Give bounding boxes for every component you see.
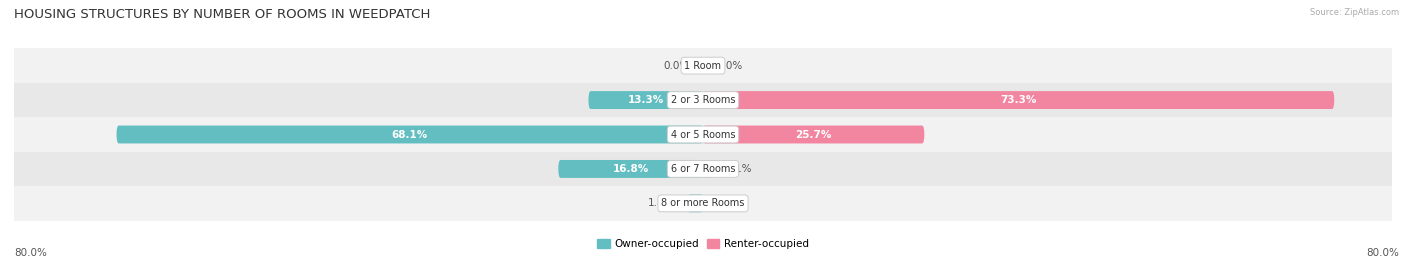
Bar <box>14 83 1392 117</box>
Text: 80.0%: 80.0% <box>14 248 46 258</box>
Bar <box>14 152 1392 186</box>
Text: 16.8%: 16.8% <box>613 164 648 174</box>
FancyBboxPatch shape <box>117 126 703 143</box>
Bar <box>14 48 1392 83</box>
Text: 80.0%: 80.0% <box>1367 248 1399 258</box>
Text: 2 or 3 Rooms: 2 or 3 Rooms <box>671 95 735 105</box>
Text: Source: ZipAtlas.com: Source: ZipAtlas.com <box>1310 8 1399 17</box>
Text: 4 or 5 Rooms: 4 or 5 Rooms <box>671 129 735 140</box>
Text: 1.1%: 1.1% <box>725 164 752 174</box>
Legend: Owner-occupied, Renter-occupied: Owner-occupied, Renter-occupied <box>593 235 813 253</box>
Text: 1.8%: 1.8% <box>648 198 675 208</box>
FancyBboxPatch shape <box>558 160 703 178</box>
Text: 6 or 7 Rooms: 6 or 7 Rooms <box>671 164 735 174</box>
Text: 0.0%: 0.0% <box>716 61 742 71</box>
Text: HOUSING STRUCTURES BY NUMBER OF ROOMS IN WEEDPATCH: HOUSING STRUCTURES BY NUMBER OF ROOMS IN… <box>14 8 430 21</box>
FancyBboxPatch shape <box>703 160 713 178</box>
FancyBboxPatch shape <box>703 91 1334 109</box>
Text: 0.0%: 0.0% <box>664 61 690 71</box>
Text: 0.0%: 0.0% <box>716 198 742 208</box>
Text: 1 Room: 1 Room <box>685 61 721 71</box>
Text: 8 or more Rooms: 8 or more Rooms <box>661 198 745 208</box>
FancyBboxPatch shape <box>589 91 703 109</box>
Bar <box>14 117 1392 152</box>
FancyBboxPatch shape <box>688 194 703 212</box>
Text: 73.3%: 73.3% <box>1001 95 1036 105</box>
FancyBboxPatch shape <box>703 126 924 143</box>
Text: 25.7%: 25.7% <box>796 129 832 140</box>
Bar <box>14 186 1392 221</box>
Text: 68.1%: 68.1% <box>392 129 427 140</box>
Text: 13.3%: 13.3% <box>627 95 664 105</box>
